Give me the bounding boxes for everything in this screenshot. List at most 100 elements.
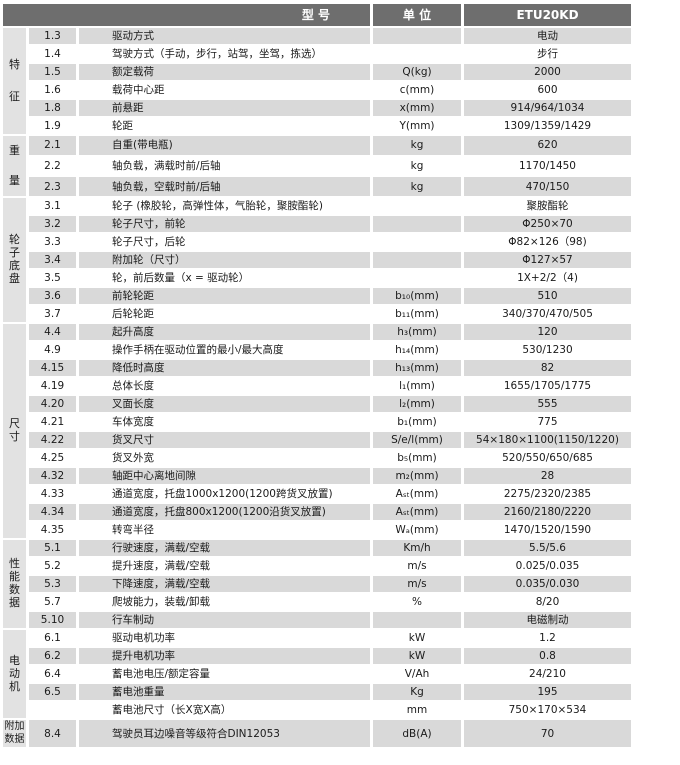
row-number: 2.3 — [29, 177, 76, 196]
row-unit — [373, 270, 461, 286]
row-description: 通道宽度，托盘1000x1200(1200跨货叉放置) — [112, 488, 333, 500]
row-description: 轮，前后数量（x = 驱动轮） — [112, 272, 250, 284]
group-label-cell: 特征 — [3, 28, 26, 134]
row-unit: m/s — [407, 560, 427, 572]
row-unit: V/Ah — [404, 668, 430, 680]
row-number: 4.20 — [29, 396, 76, 412]
row-unit — [373, 46, 461, 62]
row-unit: b₁₁(mm) — [395, 308, 439, 320]
row-description: 蓄电池电压/额定容量 — [112, 668, 211, 680]
table-row: 2.2 轴负载，满载时前/后轴 kg 1170/1450 — [3, 157, 631, 176]
group-label-cell: 电动机 — [3, 630, 26, 718]
row-unit: kg — [410, 159, 424, 172]
row-description: 额定载荷 — [79, 64, 370, 80]
row-unit: h₁₄(mm) — [395, 344, 439, 356]
row-description: 轴负载，满载时前/后轴 — [112, 159, 221, 172]
row-value: 步行 — [537, 48, 558, 60]
table-row: 2.3 轴负载，空载时前/后轴 kg 470/150 — [3, 177, 631, 196]
row-unit: Aₛₜ(mm) — [373, 504, 461, 520]
table-row: 5.2 提升速度，满载/空载 m/s 0.025/0.035 — [3, 558, 631, 574]
table-row: 1.8 前悬距 x(mm) 914/964/1034 — [3, 100, 631, 116]
row-value: 555 — [464, 396, 631, 412]
row-value: 775 — [537, 416, 558, 428]
row-unit: b₅(mm) — [397, 452, 437, 464]
row-number: 3.3 — [44, 236, 61, 248]
row-description: 蓄电池尺寸（长X宽X高） — [112, 704, 232, 716]
row-unit: % — [412, 596, 422, 608]
table-row: 特征 1.3 驱动方式 电动 — [3, 28, 631, 134]
table-row: 1.5 额定载荷 Q(kg) 2000 — [3, 64, 631, 80]
table-row: 电动机 6.1 驱动电机功率 kW 1.2 — [3, 630, 631, 718]
row-number: 6.1 — [44, 632, 61, 644]
row-number: 4.25 — [40, 452, 65, 464]
row-description: 货叉外宽 — [112, 452, 154, 464]
row-number: 4.33 — [40, 488, 65, 500]
table-row: 4.21 车体宽度 b₁(mm) 775 — [3, 414, 631, 430]
row-value: 600 — [537, 84, 558, 96]
row-unit: h₁₃(mm) — [373, 360, 461, 376]
row-value: 520/550/650/685 — [502, 452, 593, 464]
table-row: 1.4 驾驶方式（手动，步行，站驾，坐驾，拣选） 步行 — [3, 46, 631, 62]
row-value: 1X+2/2（4) — [517, 272, 578, 284]
row-number: 1.6 — [44, 84, 61, 96]
row-unit — [373, 216, 461, 232]
group-label: 特征 — [9, 58, 20, 103]
row-description: 驱动电机功率 — [112, 632, 175, 644]
row-number: 1.4 — [44, 48, 61, 60]
row-unit: dB(A) — [373, 720, 461, 747]
row-description: 货叉尺寸 — [79, 432, 370, 448]
table-row: 6.4 蓄电池电压/额定容量 V/Ah 24/210 — [3, 666, 631, 682]
row-number: 2.2 — [44, 159, 61, 172]
row-unit — [373, 234, 461, 250]
row-value: 54×180×1100(1150/1220) — [464, 432, 631, 448]
row-unit: m₂(mm) — [373, 468, 461, 484]
table-row: 4.34 通道宽度，托盘800x1200(1200沿货叉放置) Aₛₜ(mm) 216… — [3, 504, 631, 520]
table-row: 3.2 轮子尺寸，前轮 Φ250×70 — [3, 216, 631, 232]
table-row: 5.7 爬坡能力，装载/卸载% 8/20 — [3, 594, 631, 610]
row-value: 510 — [464, 288, 631, 304]
row-number: 4.22 — [29, 432, 76, 448]
row-unit: kW — [373, 648, 461, 664]
row-number: 3.2 — [29, 216, 76, 232]
row-description: 蓄电池重量 — [79, 684, 370, 700]
table-row: 5.10 行车制动 电磁制动 — [3, 612, 631, 628]
table-row: 3.6 前轮轮距 b₁₀(mm) 510 — [3, 288, 631, 304]
row-value: 0.025/0.035 — [515, 560, 580, 572]
table-row: 6.5 蓄电池重量 Kg 195 — [3, 684, 631, 700]
table-row: 轮子底盘 3.1 轮子 (橡胶轮，高弹性体，气胎轮，聚胺酯轮) 聚胺酯轮 — [3, 198, 631, 322]
row-value: 电磁制动 — [464, 612, 631, 628]
row-number: 4.35 — [40, 524, 65, 536]
row-unit: x(mm) — [373, 100, 461, 116]
row-number: 4.32 — [29, 468, 76, 484]
group-label-cell: 重量 — [3, 136, 26, 196]
row-description: 行车制动 — [79, 612, 370, 628]
row-value: 750×170×534 — [508, 704, 587, 716]
row-description: 自重(带电瓶) — [79, 136, 370, 155]
row-unit: c(mm) — [399, 84, 435, 96]
row-value: 1.2 — [539, 632, 556, 644]
row-value: 聚胺酯轮 — [526, 200, 569, 212]
row-description: 通道宽度，托盘800x1200(1200沿货叉放置) — [79, 504, 370, 520]
row-number: 1.9 — [44, 120, 61, 132]
row-value: 1655/1705/1775 — [503, 380, 592, 392]
header-row: 型 号 单 位 ETU20KD — [3, 4, 631, 26]
row-value: 28 — [464, 468, 631, 484]
row-description: 下降速度，满载/空载 — [79, 576, 370, 592]
row-number: 5.10 — [29, 612, 76, 628]
group-label-cell: 附加数据 — [3, 720, 26, 747]
row-value: 1309/1359/1429 — [503, 120, 592, 132]
table-row: 3.4 附加轮（尺寸） Φ127×57 — [3, 252, 631, 268]
row-value: 2275/2320/2385 — [503, 488, 592, 500]
row-description: 降低时高度 — [79, 360, 370, 376]
row-unit: l₂(mm) — [373, 396, 461, 412]
row-number: 6.4 — [44, 668, 61, 680]
row-value: 24/210 — [529, 668, 566, 680]
row-unit: Y(mm) — [399, 120, 435, 132]
group-label-cell: 性能数据 — [3, 540, 26, 628]
row-number: 3.7 — [44, 308, 61, 320]
row-description: 附加轮（尺寸） — [79, 252, 370, 268]
model-label: 型 号 — [3, 4, 370, 26]
row-number: 1.5 — [29, 64, 76, 80]
row-value: 340/370/470/505 — [502, 308, 593, 320]
row-number: 3.1 — [44, 200, 61, 212]
